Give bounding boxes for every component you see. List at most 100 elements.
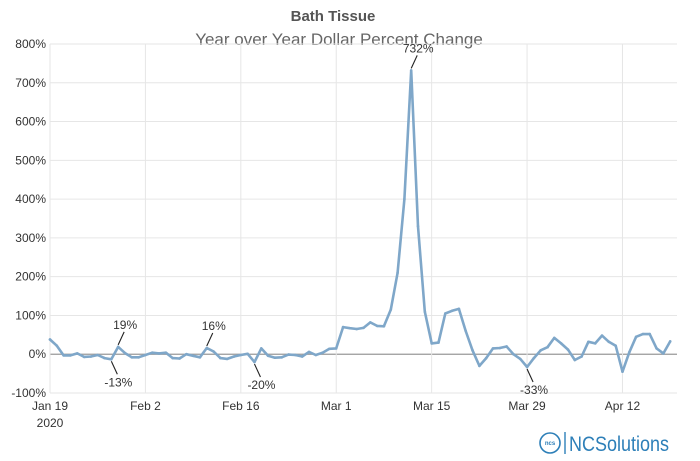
x-tick-label: Jan 19	[32, 399, 68, 413]
data-point	[505, 345, 508, 348]
x-tick-label: Mar 29	[508, 399, 546, 413]
data-point	[396, 271, 399, 275]
data-point	[348, 326, 352, 330]
data-point	[164, 351, 168, 354]
data-point	[471, 349, 474, 352]
data-point	[253, 360, 256, 364]
data-point	[546, 345, 549, 349]
data-point	[525, 365, 529, 369]
y-tick-label: 800%	[15, 37, 46, 51]
series-layer	[48, 69, 672, 374]
data-point	[621, 370, 624, 373]
data-point	[375, 324, 379, 328]
data-point	[225, 357, 229, 361]
data-point	[259, 347, 263, 350]
data-point	[334, 347, 338, 350]
data-point	[246, 352, 249, 356]
data-point	[89, 355, 93, 358]
annotation-label: 19%	[113, 318, 137, 332]
data-point	[75, 352, 79, 355]
data-point	[185, 352, 188, 356]
logo-badge-icon	[539, 432, 561, 454]
data-point	[655, 347, 658, 350]
annotation-label: -20%	[247, 378, 275, 392]
annotation-label: -13%	[104, 375, 132, 389]
data-point	[423, 310, 427, 313]
data-point	[389, 308, 393, 311]
data-point	[403, 197, 406, 201]
data-point	[280, 356, 284, 359]
data-point	[668, 340, 672, 343]
x-tick-label: Mar 1	[321, 399, 352, 413]
data-point	[369, 321, 372, 324]
y-tick-label: 400%	[15, 192, 46, 206]
data-point	[341, 325, 345, 329]
data-point	[321, 351, 324, 354]
data-point	[607, 340, 611, 344]
data-point	[491, 347, 495, 350]
annotations: -13% 19% 16% -20% 732% -33%	[104, 41, 548, 397]
chart-subtitle: Year over Year Dollar Percent Change	[195, 30, 483, 49]
chart-title: Bath Tissue	[291, 8, 376, 25]
data-point	[464, 329, 468, 333]
data-point	[130, 356, 134, 359]
data-point	[300, 355, 304, 358]
y-tick-label: 100%	[15, 308, 46, 322]
x-tick-label: Mar 15	[413, 399, 451, 413]
x-tick-label: Feb 2	[130, 399, 161, 413]
data-point	[443, 312, 447, 315]
y-tick-label: 600%	[15, 115, 46, 129]
data-point	[450, 309, 454, 313]
data-point	[409, 69, 413, 72]
x-tick-label: Apr 12	[605, 399, 641, 413]
data-point	[573, 358, 577, 362]
x-tick-label: Feb 16	[222, 399, 260, 413]
data-point	[328, 347, 331, 351]
data-point	[144, 353, 147, 357]
x-axis: Jan 19 2020 Feb 2 Feb 16 Mar 1 Mar 15 Mar 29 Ap…	[32, 399, 640, 430]
data-point	[266, 354, 270, 358]
annotation-leader	[206, 332, 214, 347]
data-point	[110, 357, 113, 361]
annotation-label: 732%	[403, 41, 434, 55]
data-point	[593, 342, 597, 345]
data-point	[239, 353, 243, 357]
annotation-label: -33%	[520, 383, 548, 397]
annotation-leader	[253, 363, 261, 378]
data-point	[553, 336, 556, 340]
y-tick-label: 700%	[15, 76, 46, 90]
data-point	[587, 340, 590, 344]
data-point	[55, 344, 59, 347]
data-point	[171, 356, 174, 360]
data-point	[484, 356, 488, 360]
data-point	[512, 352, 515, 356]
annotation-leader	[526, 368, 534, 383]
data-point	[498, 346, 502, 350]
data-point	[219, 356, 222, 360]
annotation-label: 16%	[202, 319, 226, 333]
data-point	[559, 342, 563, 345]
y-tick-label: 300%	[15, 231, 46, 245]
annotation-leader	[110, 361, 118, 375]
data-point	[532, 356, 536, 360]
y-tick-label: 0%	[29, 347, 47, 361]
gridlines	[49, 43, 677, 394]
data-point	[634, 335, 638, 339]
data-point	[232, 355, 236, 358]
data-point	[48, 338, 52, 341]
data-point	[641, 332, 645, 336]
logo-name: NCSolutions	[569, 433, 669, 456]
data-point	[123, 351, 127, 355]
data-point	[566, 348, 570, 351]
x-tick-sublabel: 2020	[37, 416, 64, 430]
data-point	[205, 346, 209, 350]
data-point	[457, 307, 461, 311]
data-point	[287, 353, 290, 356]
data-point	[355, 327, 358, 331]
data-point	[157, 352, 161, 355]
data-point	[69, 354, 72, 357]
y-tick-label: -100%	[11, 386, 46, 400]
series-line	[48, 69, 672, 374]
y-tick-label: 500%	[15, 153, 46, 167]
